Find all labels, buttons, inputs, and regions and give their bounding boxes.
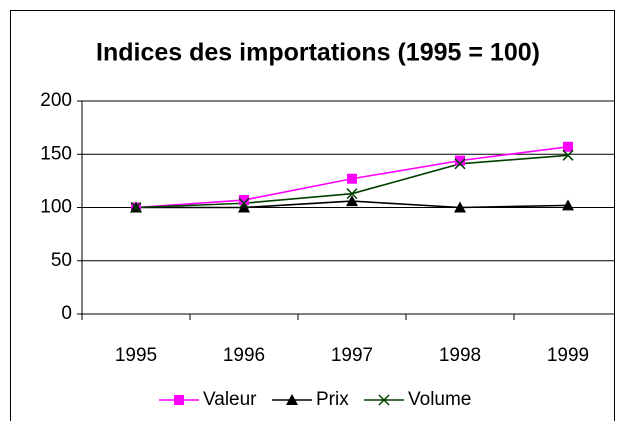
x-tick-label: 1997: [331, 345, 373, 366]
marker: [454, 158, 466, 170]
y-tick-label: 50: [51, 250, 72, 271]
x-tick-label: 1999: [547, 345, 589, 366]
legend-label: Volume: [408, 389, 471, 410]
y-tick-label: 100: [40, 197, 72, 218]
marker: [378, 394, 390, 406]
marker: [563, 141, 573, 152]
marker: [454, 201, 466, 213]
legend-label: Prix: [316, 389, 349, 410]
marker: [238, 197, 250, 209]
chart-title: Indices des importations (1995 = 100): [96, 39, 540, 67]
marker: [239, 195, 249, 206]
marker: [562, 199, 574, 211]
marker: [286, 394, 298, 405]
x-tick-label: 1995: [115, 345, 157, 366]
marker: [455, 155, 465, 166]
x-tick-label: 1998: [439, 345, 481, 366]
legend-label: Valeur: [203, 389, 257, 410]
marker: [238, 201, 250, 213]
y-tick-label: 200: [40, 90, 72, 111]
marker: [346, 195, 358, 207]
marker: [562, 149, 574, 161]
y-tick-label: 0: [61, 303, 72, 324]
y-tick-label: 150: [40, 143, 72, 164]
marker: [346, 188, 358, 200]
marker: [174, 395, 184, 405]
x-tick-label: 1996: [223, 345, 265, 366]
marker: [347, 173, 357, 184]
chart-frame: [10, 10, 615, 426]
marker: [130, 201, 142, 214]
